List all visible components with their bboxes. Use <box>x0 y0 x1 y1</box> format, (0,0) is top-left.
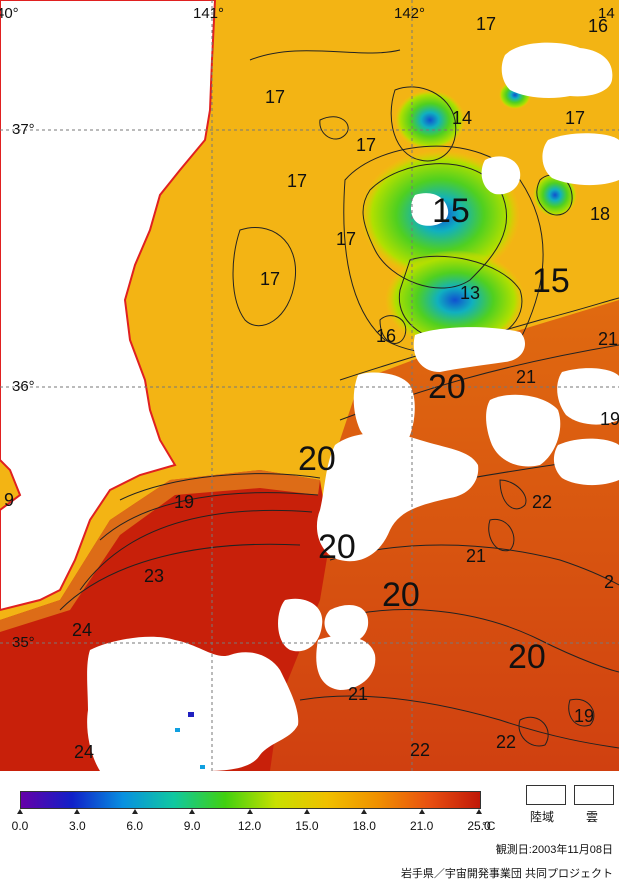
contour-label: 17 <box>336 229 356 249</box>
temperature-colorbar <box>20 791 481 809</box>
contour-label: 21 <box>516 367 536 387</box>
contour-label: 2 <box>604 572 614 592</box>
cloud-patches <box>87 42 619 771</box>
colorbar-ticks <box>0 809 619 819</box>
temperature-unit: °C <box>482 819 496 833</box>
colorbar-tick-label: 25.0 <box>467 819 491 833</box>
longitude-label: 14 <box>598 5 615 22</box>
longitude-label: 40° <box>0 5 19 22</box>
contour-label: 20 <box>382 576 420 614</box>
colorbar-tick-mark <box>361 809 368 814</box>
cold-speck <box>200 765 205 769</box>
land-legend-label: 陸域 <box>530 810 555 824</box>
contour-label: 17 <box>265 87 285 107</box>
contour-label: 20 <box>298 440 336 478</box>
warm-band <box>0 470 320 632</box>
legend-panel: °C 陸域 雲 観測日:2003年11月08日 岩手県／宇宙開発事業団 共同プロ… <box>0 771 619 881</box>
contour-label: 17 <box>356 135 376 155</box>
contour-label: 9 <box>4 490 14 510</box>
contour-label: 22 <box>496 732 516 752</box>
contour-label: 16 <box>376 326 396 346</box>
contour-label: 21 <box>348 684 368 704</box>
contour-label: 17 <box>476 14 496 34</box>
cold-speck <box>188 712 194 717</box>
contour-label: 19 <box>174 492 194 512</box>
colorbar-tick-label: 15.0 <box>295 819 319 833</box>
land-legend-swatch <box>526 785 566 805</box>
colorbar-tick-label: 21.0 <box>409 819 434 833</box>
contour-label: 21 <box>598 329 618 349</box>
contour-label: 18 <box>590 204 610 224</box>
contour-label: 13 <box>460 283 480 303</box>
graticule <box>0 0 619 771</box>
longitude-label: 141° <box>193 5 224 22</box>
colorbar-tick-label: 12.0 <box>237 819 262 833</box>
colorbar-tick-mark <box>246 809 253 814</box>
contour-label: 23 <box>144 566 164 586</box>
latitude-label: 37° <box>12 121 35 138</box>
contour-label: 19 <box>600 409 619 429</box>
longitude-label: 142° <box>394 5 425 22</box>
sea-surface-temperature-map: 40° 141° 142° 14 37° 36° 35° 17 16 14 17… <box>0 0 619 771</box>
contour-label: 24 <box>74 742 94 762</box>
cloud-legend-swatch <box>574 785 614 805</box>
colorbar-tick-label: 0.0 <box>11 819 29 833</box>
contour-label: 24 <box>72 620 92 640</box>
cold-water-east <box>533 173 577 217</box>
contour-label: 15 <box>532 262 570 300</box>
colorbar-tick-label: 6.0 <box>126 819 144 833</box>
colorbar-tick-label: 18.0 <box>352 819 376 833</box>
contour-label: 19 <box>574 706 594 726</box>
cloud-legend-label: 雲 <box>586 810 599 824</box>
contour-label: 17 <box>565 108 585 128</box>
observation-date: 観測日:2003年11月08日 <box>495 844 613 856</box>
colorbar-tick-mark <box>74 809 81 814</box>
colorbar-tick-mark <box>189 809 196 814</box>
contour-label: 14 <box>452 108 472 128</box>
contour-label: 20 <box>428 368 466 406</box>
contour-labels: 17 16 14 17 17 17 17 17 15 18 17 13 15 1… <box>4 14 619 762</box>
colorbar-tick-mark <box>418 809 425 814</box>
contour-label: 15 <box>432 192 470 230</box>
latitude-label: 35° <box>12 634 35 651</box>
credit-text: 岩手県／宇宙開発事業団 共同プロジェクト <box>400 868 613 880</box>
graticule-labels: 40° 141° 142° 14 37° 36° 35° <box>0 5 615 651</box>
colorbar-tick-mark <box>303 809 310 814</box>
colorbar-tick-label: 3.0 <box>69 819 86 833</box>
cold-speck <box>175 728 180 732</box>
contour-label: 17 <box>287 171 307 191</box>
colorbar-tick-label: 9.0 <box>183 819 201 833</box>
contour-label: 17 <box>260 269 280 289</box>
contour-label: 16 <box>588 16 608 36</box>
colorbar-tick-mark <box>476 809 482 814</box>
cold-water-south <box>385 250 525 350</box>
contour-label: 20 <box>508 638 546 676</box>
latitude-label: 36° <box>12 378 35 395</box>
contour-label: 22 <box>410 740 430 760</box>
contour-label: 21 <box>466 546 486 566</box>
contour-label: 20 <box>318 528 356 566</box>
land-honshu <box>0 0 217 612</box>
contour-label: 22 <box>532 492 552 512</box>
colorbar-tick-mark <box>17 809 23 814</box>
colorbar-tick-mark <box>131 809 138 814</box>
